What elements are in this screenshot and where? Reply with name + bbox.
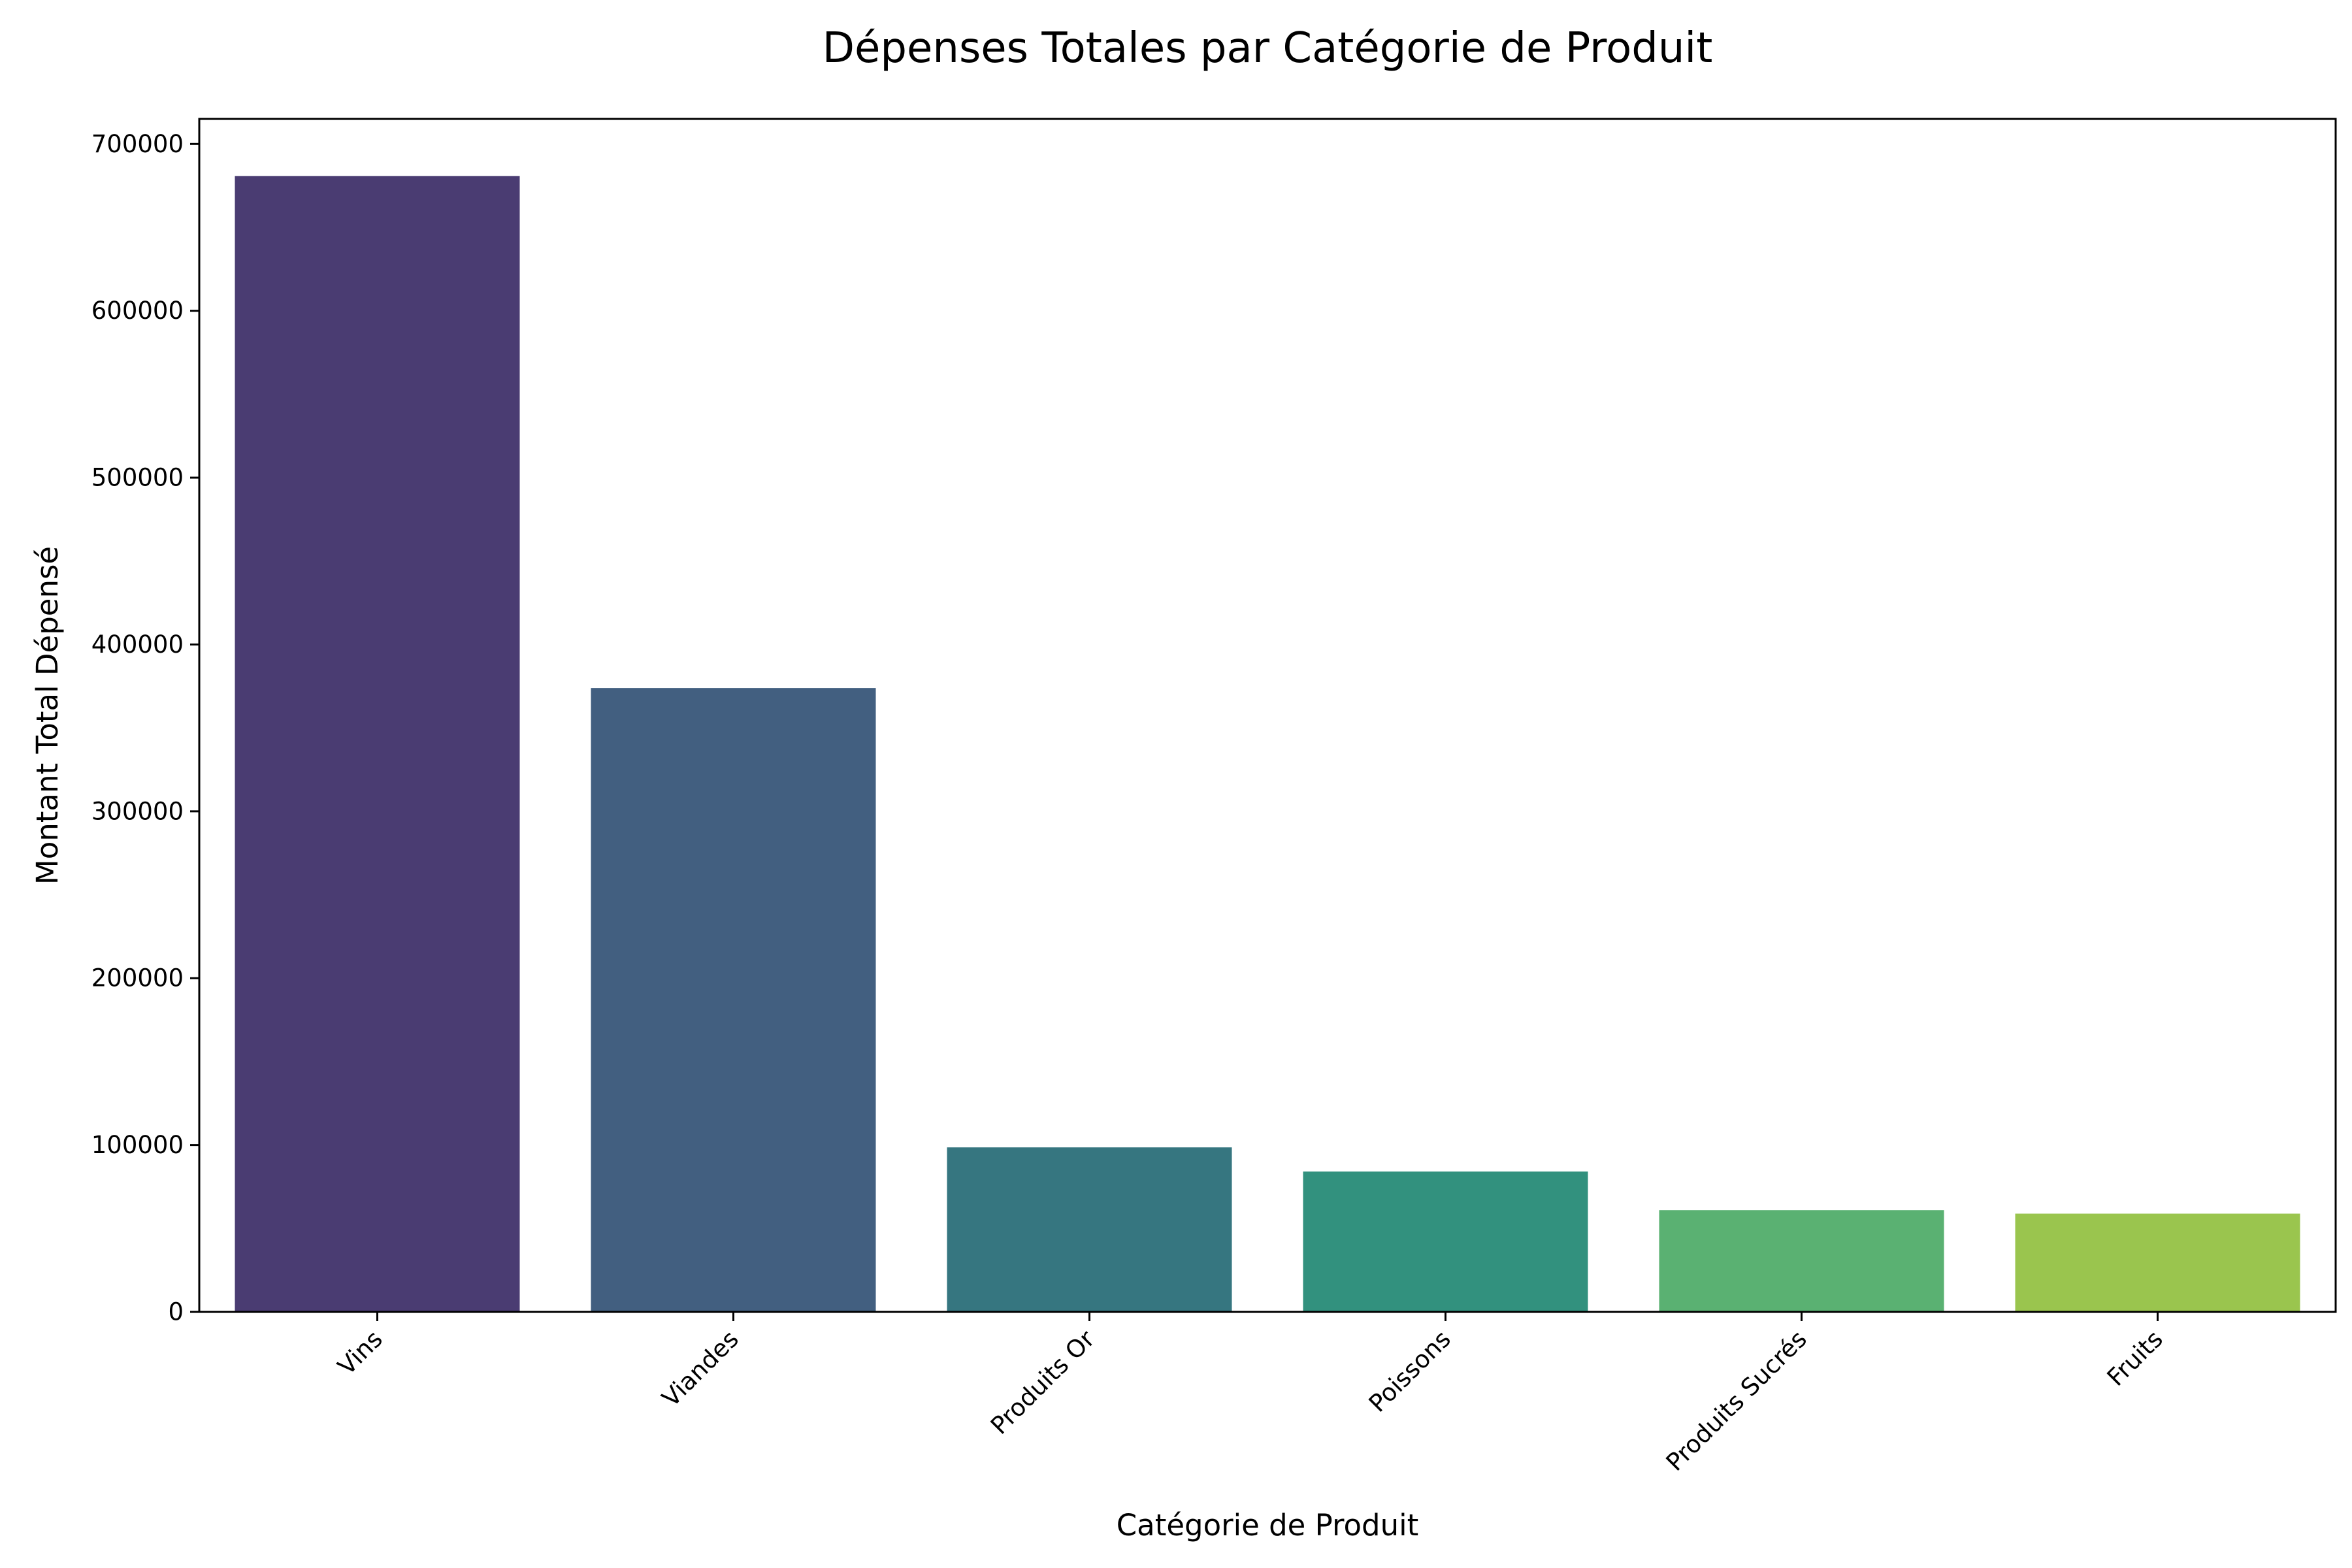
bar-vins [235, 176, 520, 1313]
y-tick-label: 300000 [91, 797, 184, 825]
chart-title: Dépenses Totales par Catégorie de Produi… [823, 24, 1713, 73]
bars-layer [235, 176, 2300, 1313]
y-tick-label: 700000 [91, 130, 184, 158]
x-tick-label: Poissons [1364, 1325, 1456, 1418]
y-axis-title: Montant Total Dépensé [30, 546, 65, 885]
bar-fruits [2015, 1213, 2300, 1312]
x-tick-label: Fruits [2102, 1325, 2168, 1392]
bar-viandes [591, 688, 876, 1312]
y-tick-label: 500000 [91, 464, 184, 492]
x-tick-label: Viandes [657, 1325, 744, 1413]
y-axis: 0 100000 200000 300000 400000 500000 600000 700… [91, 130, 199, 1326]
x-tick-label: Produits Or [985, 1324, 1100, 1439]
y-tick-label: 200000 [91, 964, 184, 992]
y-tick-label: 600000 [91, 297, 184, 325]
bar-poissons [1303, 1171, 1588, 1312]
y-tick-label: 100000 [91, 1131, 184, 1159]
x-axis: Vins Viandes Produits Or Poissons Produits S… [333, 1312, 2168, 1477]
x-tick-label: Vins [333, 1325, 388, 1380]
y-tick-label: 400000 [91, 630, 184, 659]
bar-produits-sucrés [1659, 1210, 1944, 1312]
bar-produits-or [947, 1147, 1232, 1312]
x-axis-title: Catégorie de Produit [1117, 1508, 1419, 1543]
plot-frame [198, 118, 2337, 1313]
y-tick-label: 0 [168, 1298, 184, 1326]
x-tick-label: Produits Sucrés [1661, 1325, 1812, 1477]
